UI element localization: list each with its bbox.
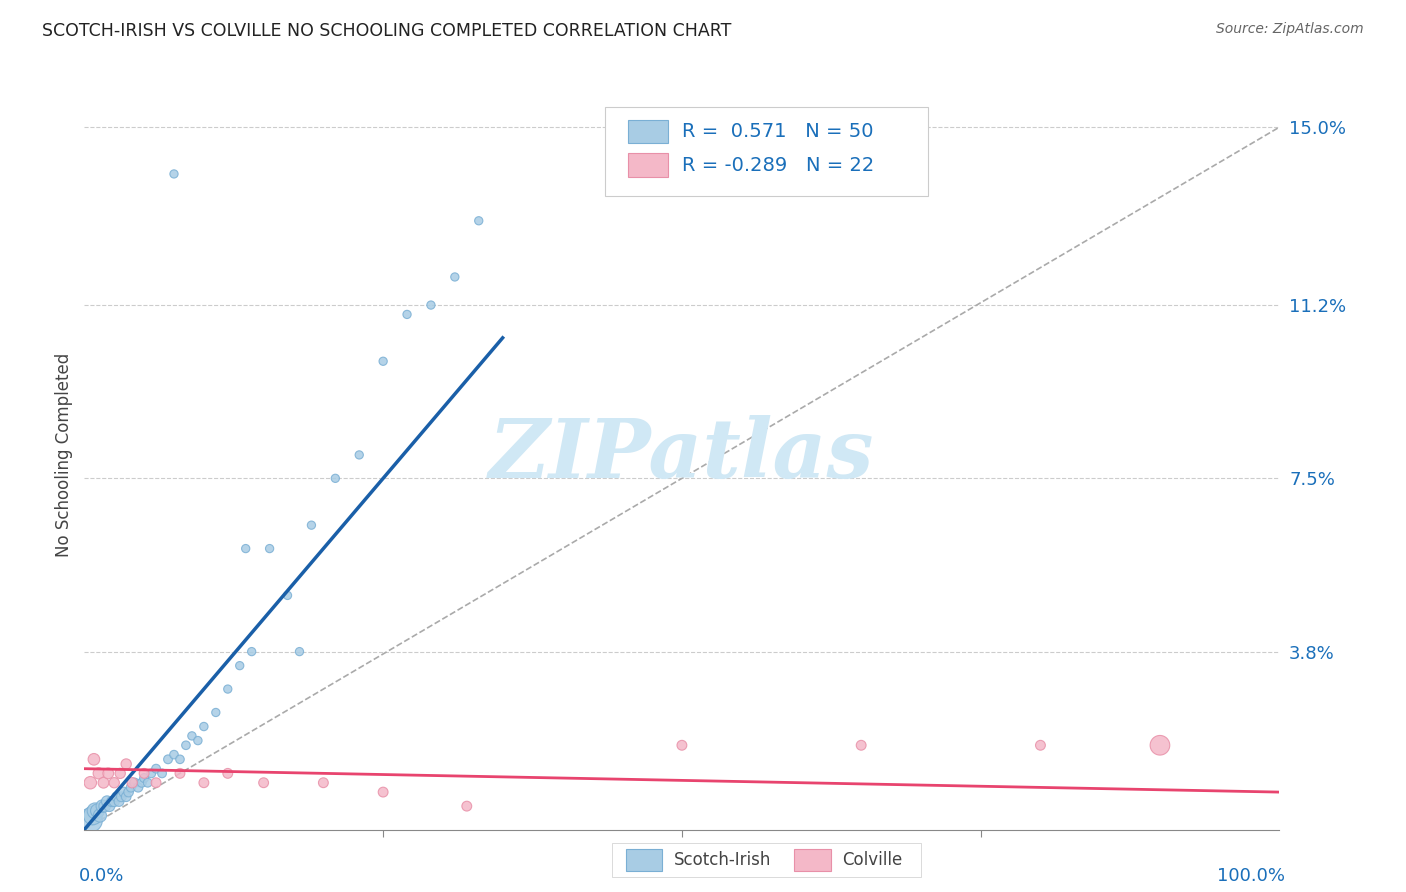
Point	[235, 541, 257, 556]
Point	[110, 789, 132, 804]
Point	[373, 354, 395, 368]
Text: R =  0.571   N = 50: R = 0.571 N = 50	[682, 121, 873, 141]
Point	[174, 739, 197, 753]
Point	[187, 733, 209, 747]
Point	[240, 644, 263, 658]
Point	[193, 719, 215, 733]
Point	[145, 762, 167, 776]
Point	[79, 776, 101, 790]
Point	[105, 789, 128, 804]
Point	[150, 766, 173, 780]
Point	[115, 756, 138, 771]
Point	[89, 808, 111, 822]
Point	[112, 785, 135, 799]
Point	[136, 776, 159, 790]
Point	[93, 799, 115, 814]
Text: 100.0%: 100.0%	[1218, 867, 1285, 885]
Point	[91, 799, 114, 814]
Point	[229, 658, 252, 673]
Point	[1029, 739, 1052, 753]
Point	[96, 795, 118, 809]
Point	[217, 682, 239, 697]
Point	[132, 771, 156, 785]
Text: Scotch-Irish: Scotch-Irish	[673, 851, 770, 869]
Point	[253, 776, 276, 790]
Point	[86, 804, 108, 818]
Point	[169, 766, 191, 780]
Point	[84, 804, 107, 818]
Point	[108, 795, 131, 809]
Point	[671, 739, 693, 753]
Point	[193, 776, 215, 790]
Point	[301, 518, 323, 533]
Point	[93, 776, 115, 790]
Point	[87, 766, 110, 780]
Text: Colville: Colville	[842, 851, 903, 869]
Point	[349, 448, 371, 462]
Text: ZIPatlas: ZIPatlas	[489, 415, 875, 495]
Y-axis label: No Schooling Completed: No Schooling Completed	[55, 353, 73, 557]
Point	[83, 752, 105, 766]
Point	[163, 747, 186, 762]
Point	[157, 752, 180, 766]
Point	[82, 808, 104, 822]
Text: Source: ZipAtlas.com: Source: ZipAtlas.com	[1216, 22, 1364, 37]
Point	[312, 776, 335, 790]
Point	[131, 776, 153, 790]
Point	[373, 785, 395, 799]
Point	[169, 752, 191, 766]
Point	[205, 706, 228, 720]
Point	[103, 795, 125, 809]
Point	[115, 789, 138, 804]
Point	[217, 766, 239, 780]
Point	[121, 776, 143, 790]
Point	[98, 799, 121, 814]
Point	[145, 776, 167, 790]
Point	[101, 795, 124, 809]
Point	[181, 729, 204, 743]
Text: R = -0.289   N = 22: R = -0.289 N = 22	[682, 155, 875, 175]
Text: 0.0%: 0.0%	[79, 867, 124, 885]
Point	[110, 766, 132, 780]
Point	[141, 766, 163, 780]
Point	[259, 541, 281, 556]
Text: SCOTCH-IRISH VS COLVILLE NO SCHOOLING COMPLETED CORRELATION CHART: SCOTCH-IRISH VS COLVILLE NO SCHOOLING CO…	[42, 22, 731, 40]
Point	[277, 589, 299, 603]
Point	[124, 776, 146, 790]
Point	[1149, 739, 1171, 753]
Point	[132, 766, 156, 780]
Point	[103, 776, 125, 790]
Point	[851, 739, 873, 753]
Point	[468, 213, 491, 227]
Point	[97, 766, 120, 780]
Point	[288, 644, 311, 658]
Point	[79, 814, 101, 828]
Point	[444, 269, 467, 284]
Point	[420, 298, 443, 312]
Point	[325, 471, 347, 485]
Point	[163, 167, 186, 181]
Point	[396, 307, 419, 321]
Point	[120, 780, 142, 795]
Point	[127, 780, 149, 795]
Point	[117, 785, 139, 799]
Point	[456, 799, 478, 814]
